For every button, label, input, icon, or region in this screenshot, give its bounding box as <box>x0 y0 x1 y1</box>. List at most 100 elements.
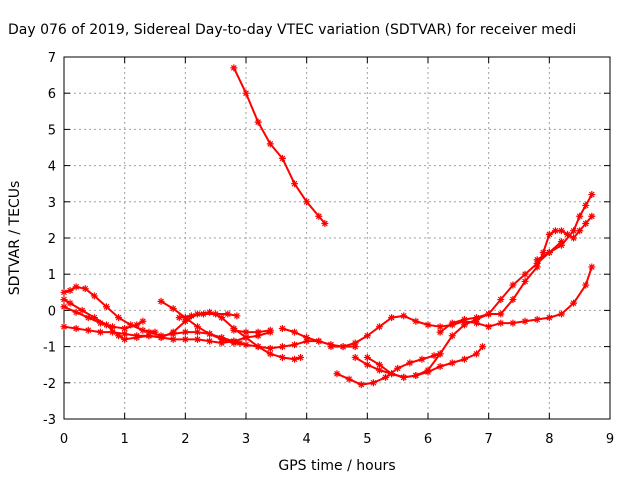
data-point <box>424 321 432 329</box>
y-tick-label: 1 <box>48 268 56 283</box>
data-point <box>230 326 238 334</box>
data-point <box>193 335 201 343</box>
data-point <box>448 319 456 327</box>
data-point <box>254 328 262 336</box>
data-point <box>121 335 129 343</box>
data-point <box>278 353 286 361</box>
data-point <box>206 337 214 345</box>
y-tick-label: 3 <box>48 196 56 211</box>
data-point <box>291 341 299 349</box>
x-tick-label: 7 <box>485 432 493 447</box>
data-point <box>278 154 286 162</box>
data-point <box>315 212 323 220</box>
data-point <box>60 303 68 311</box>
data-point <box>200 310 208 318</box>
x-axis-label: GPS time / hours <box>278 458 395 474</box>
data-point <box>485 323 493 331</box>
data-point <box>72 308 80 316</box>
data-point <box>169 305 177 313</box>
series-track <box>60 296 305 363</box>
data-point <box>181 317 189 325</box>
data-point <box>460 315 468 323</box>
data-point <box>388 314 396 322</box>
data-point <box>157 332 165 340</box>
data-point <box>400 312 408 320</box>
data-point <box>224 310 232 318</box>
data-point <box>109 323 117 331</box>
data-point <box>242 89 250 97</box>
data-point <box>60 288 68 296</box>
data-point <box>448 359 456 367</box>
data-point <box>121 330 129 338</box>
data-point <box>533 315 541 323</box>
data-point <box>351 339 359 347</box>
grid <box>64 57 610 419</box>
x-tick-label: 9 <box>606 432 614 447</box>
data-point <box>206 308 214 316</box>
series-track <box>60 303 147 332</box>
data-point <box>278 343 286 351</box>
data-point <box>436 323 444 331</box>
data-point <box>375 361 383 369</box>
y-tick-label: -2 <box>43 377 56 392</box>
data-point <box>327 343 335 351</box>
series-track <box>145 328 244 347</box>
data-point <box>412 372 420 380</box>
data-point <box>473 314 481 322</box>
y-tick-label: -3 <box>43 413 56 428</box>
data-point <box>266 140 274 148</box>
data-point <box>382 373 390 381</box>
data-point <box>533 259 541 267</box>
data-point <box>291 180 299 188</box>
y-tick-label: 4 <box>48 160 56 175</box>
x-tick-label: 8 <box>545 432 553 447</box>
data-point <box>187 312 195 320</box>
series-track <box>327 263 596 351</box>
data-point <box>121 325 129 332</box>
data-point <box>369 379 377 387</box>
data-point <box>139 326 147 334</box>
data-point <box>363 361 371 369</box>
data-point <box>218 314 226 322</box>
data-point <box>551 227 559 235</box>
series-line <box>63 298 301 361</box>
data-point <box>72 283 80 291</box>
data-point <box>291 355 299 363</box>
series-line <box>63 305 144 330</box>
data-point <box>60 323 68 331</box>
data-point <box>436 363 444 371</box>
data-point <box>145 328 153 336</box>
data-point <box>509 281 517 289</box>
data-point <box>430 352 438 360</box>
data-point <box>84 314 92 322</box>
data-point <box>460 355 468 363</box>
y-tick-label: 0 <box>48 304 56 319</box>
data-point <box>582 220 590 228</box>
data-series <box>60 64 596 389</box>
data-point <box>521 317 529 325</box>
data-point <box>115 314 123 322</box>
data-point <box>303 337 311 345</box>
data-point <box>406 359 414 367</box>
data-point <box>321 220 329 228</box>
x-tick-label: 2 <box>181 432 189 447</box>
data-point <box>181 328 189 336</box>
data-point <box>72 325 80 332</box>
data-point <box>570 234 578 242</box>
data-point <box>448 332 456 340</box>
data-point <box>145 332 153 340</box>
data-point <box>242 328 250 336</box>
data-point <box>412 317 420 325</box>
data-point <box>485 310 493 318</box>
data-point <box>357 381 365 389</box>
data-point <box>233 312 241 320</box>
data-point <box>418 355 426 363</box>
data-point <box>497 296 505 304</box>
y-tick-label: 6 <box>48 87 56 102</box>
data-point <box>151 328 159 336</box>
x-tick-label: 6 <box>424 432 432 447</box>
data-point <box>351 343 359 351</box>
series-track <box>175 310 241 322</box>
data-point <box>557 227 565 235</box>
y-tick-label: 7 <box>48 51 56 66</box>
